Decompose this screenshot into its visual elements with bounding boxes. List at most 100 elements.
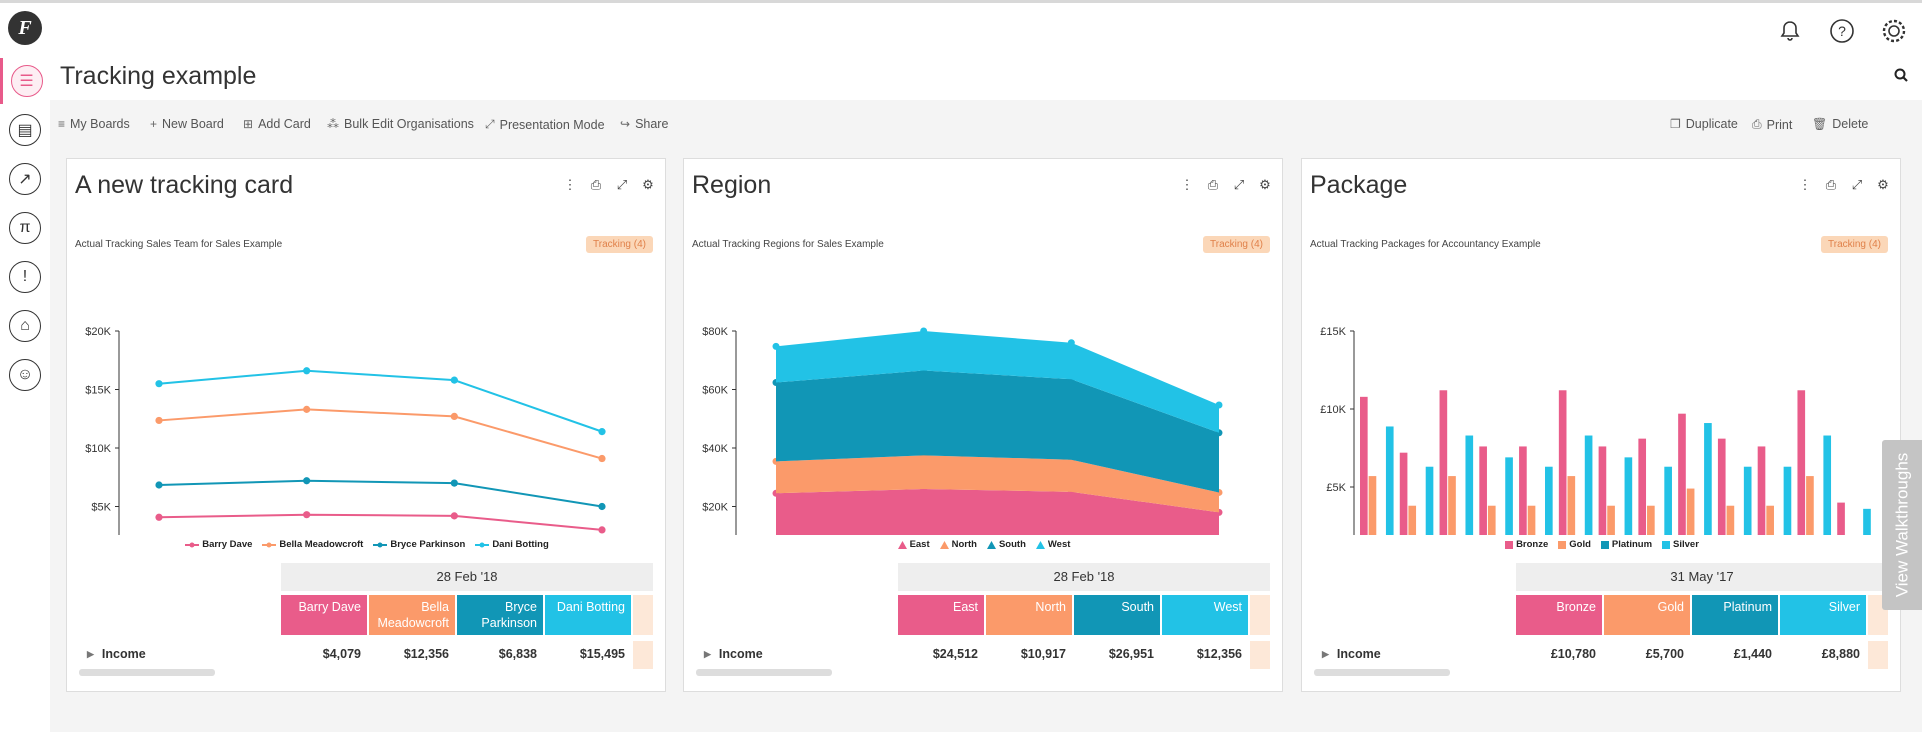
legend-item[interactable]: Barry Dave	[185, 539, 252, 550]
more-icon[interactable]: ⋮	[1798, 177, 1812, 192]
data-point[interactable]	[598, 454, 606, 463]
bar-silver[interactable]	[1743, 466, 1752, 535]
settings-icon[interactable]: ⚙	[642, 177, 654, 192]
data-point[interactable]	[598, 526, 606, 534]
print-icon[interactable]: ⎙	[1207, 177, 1219, 192]
series-area-west[interactable]	[776, 331, 1219, 433]
table-column-header[interactable]: Silver	[1780, 595, 1866, 635]
data-point[interactable]	[155, 481, 163, 489]
legend-item[interactable]: Bryce Parkinson	[373, 539, 465, 550]
settings-icon[interactable]: ⚙	[1877, 177, 1889, 192]
bar-bronze[interactable]	[1678, 413, 1686, 535]
bar-bronze[interactable]	[1439, 390, 1448, 535]
bar-bronze[interactable]	[1479, 446, 1487, 535]
tracking-badge[interactable]: Tracking (4)	[586, 236, 653, 253]
data-point[interactable]	[303, 405, 311, 413]
series-line-barry-dave[interactable]	[158, 513, 603, 531]
sidebar-item-alert[interactable]: !	[0, 254, 50, 300]
bar-bronze[interactable]	[1717, 438, 1726, 535]
data-point[interactable]	[450, 479, 458, 487]
data-point[interactable]	[1215, 401, 1223, 409]
legend-item[interactable]: Bronze	[1505, 539, 1548, 550]
table-column-header[interactable]: Dani Botting	[545, 595, 631, 635]
more-icon[interactable]: ⋮	[563, 177, 577, 192]
table-column-header[interactable]: Gold	[1604, 595, 1690, 635]
table-column-header[interactable]: Bella Meadowcroft	[369, 595, 455, 635]
expand-icon[interactable]: ⤢	[1233, 177, 1245, 192]
table-column-header[interactable]: North	[986, 595, 1072, 635]
toolbar-share-button[interactable]: ↪ Share	[620, 117, 668, 131]
series-line-bryce-parkinson[interactable]	[158, 479, 603, 508]
data-point[interactable]	[598, 428, 606, 436]
bar-silver[interactable]	[1425, 466, 1434, 535]
data-point[interactable]	[450, 376, 458, 384]
series-area-south[interactable]	[776, 370, 1219, 493]
help-icon[interactable]: ?	[1828, 17, 1856, 45]
data-point[interactable]	[598, 502, 606, 511]
more-icon[interactable]: ⋮	[1180, 177, 1194, 192]
bar-silver[interactable]	[1545, 466, 1553, 535]
expand-icon[interactable]: ⤢	[1851, 177, 1863, 192]
legend-item[interactable]: Platinum	[1600, 539, 1652, 550]
horizontal-scrollbar[interactable]	[1314, 669, 1450, 676]
data-point[interactable]	[450, 412, 458, 421]
horizontal-scrollbar[interactable]	[79, 669, 215, 676]
toolbar-presentation-mode-button[interactable]: ⤢ Presentation Mode	[485, 117, 605, 132]
bar-silver[interactable]	[1624, 457, 1633, 535]
toolbar-duplicate-button[interactable]: ❐ Duplicate	[1670, 117, 1738, 131]
series-line-bella-meadowcroft[interactable]	[158, 408, 603, 460]
gear-icon[interactable]	[1880, 17, 1908, 45]
view-walkthroughs-tab[interactable]: View Walkthroughs	[1882, 440, 1922, 610]
data-point[interactable]	[155, 380, 163, 388]
data-point[interactable]	[155, 513, 163, 521]
bar-gold[interactable]	[1487, 505, 1496, 535]
legend-item[interactable]: South	[986, 539, 1026, 550]
bar-gold[interactable]	[1567, 476, 1576, 535]
bar-gold[interactable]	[1527, 505, 1536, 535]
toolbar-print-button[interactable]: ⎙ Print	[1752, 117, 1792, 132]
bar-silver[interactable]	[1783, 466, 1792, 535]
bar-bronze[interactable]	[1797, 390, 1806, 535]
bar-bronze[interactable]	[1837, 502, 1845, 535]
legend-item[interactable]: East	[897, 539, 930, 550]
table-column-header[interactable]: Bryce Parkinson	[457, 595, 543, 635]
sidebar-item-user[interactable]: ☺	[0, 352, 50, 398]
horizontal-scrollbar[interactable]	[696, 669, 832, 676]
toolbar-my-boards-button[interactable]: ≡ My Boards	[58, 117, 130, 131]
table-column-header[interactable]: Platinum	[1692, 595, 1778, 635]
data-point[interactable]	[920, 327, 928, 335]
data-point[interactable]	[303, 367, 311, 375]
data-point[interactable]	[772, 342, 780, 350]
sidebar-item-sliders[interactable]: ☰	[0, 58, 50, 104]
series-line-dani-botting[interactable]	[158, 369, 603, 433]
legend-item[interactable]: West	[1035, 539, 1070, 550]
bar-gold[interactable]	[1408, 505, 1417, 535]
bar-silver[interactable]	[1823, 435, 1832, 535]
print-icon[interactable]: ⎙	[590, 177, 602, 192]
series-area-east[interactable]	[776, 488, 1219, 535]
income-row-toggle[interactable]: ▶ Income	[87, 647, 146, 661]
bar-silver[interactable]	[1505, 457, 1513, 535]
bar-gold[interactable]	[1368, 476, 1377, 535]
table-column-header[interactable]: Bronze	[1516, 595, 1602, 635]
toolbar-delete-button[interactable]: 🗑 Delete	[1812, 117, 1868, 131]
table-column-header[interactable]: East	[898, 595, 984, 635]
bar-silver[interactable]	[1863, 508, 1871, 535]
expand-icon[interactable]: ⤢	[616, 177, 628, 192]
data-point[interactable]	[1067, 339, 1075, 347]
bar-gold[interactable]	[1806, 476, 1814, 535]
legend-item[interactable]: North	[939, 539, 977, 550]
legend-item[interactable]: Dani Botting	[475, 539, 549, 550]
bar-gold[interactable]	[1726, 505, 1735, 535]
bar-bronze[interactable]	[1360, 396, 1368, 535]
income-row-toggle[interactable]: ▶ Income	[1322, 647, 1381, 661]
print-icon[interactable]: ⎙	[1825, 177, 1837, 192]
bar-bronze[interactable]	[1399, 452, 1408, 535]
legend-item[interactable]: Bella Meadowcroft	[262, 539, 363, 550]
bar-gold[interactable]	[1448, 476, 1456, 535]
sidebar-item-pi[interactable]: π	[0, 205, 50, 251]
data-point[interactable]	[155, 416, 163, 425]
toolbar-new-board-button[interactable]: + New Board	[150, 117, 224, 131]
bar-gold[interactable]	[1686, 488, 1695, 535]
sidebar-item-bank[interactable]: ⌂	[0, 303, 50, 349]
